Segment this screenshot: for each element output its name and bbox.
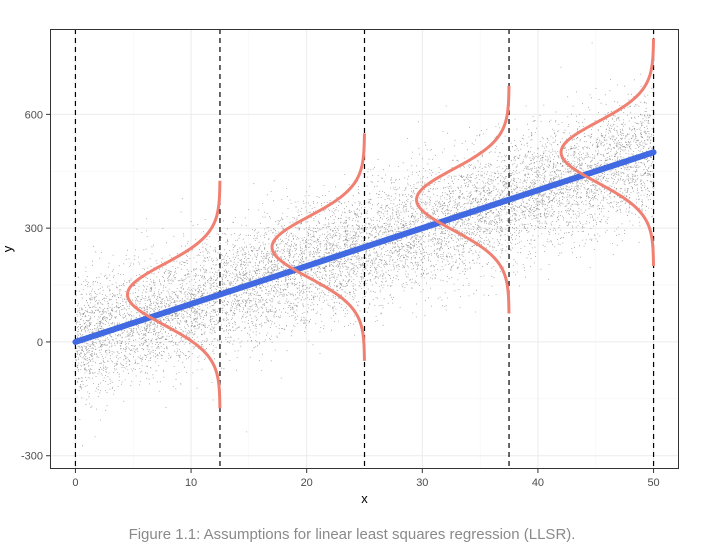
normal-curve — [415, 85, 511, 314]
x-tick-label: 40 — [532, 477, 544, 489]
regression-line — [72, 149, 657, 345]
y-axis-title: y — [0, 245, 15, 252]
chart-container: 0 10 20 30 40 50 -300 0 300 600 x y — [0, 0, 704, 525]
x-tick-label: 0 — [72, 477, 78, 489]
normal-curve — [270, 133, 366, 361]
x-tick-label: 20 — [301, 477, 313, 489]
figure-caption: Figure 1.1: Assumptions for linear least… — [128, 526, 576, 543]
y-tick-label: -300 — [21, 451, 43, 463]
normal-curves — [125, 38, 655, 409]
y-tick-label: 600 — [25, 109, 43, 121]
x-tick-label: 30 — [416, 477, 428, 489]
regression-line-group — [72, 149, 657, 345]
axis-ticks: 0 10 20 30 40 50 -300 0 300 600 — [21, 109, 660, 489]
panel-border — [50, 29, 679, 469]
normal-curve — [559, 38, 655, 267]
x-tick-label: 50 — [647, 477, 659, 489]
x-axis-title: x — [361, 491, 368, 506]
plot-background — [0, 0, 704, 525]
y-tick-label: 0 — [37, 337, 43, 349]
y-tick-label: 300 — [25, 223, 43, 235]
llsr-scatter-chart: 0 10 20 30 40 50 -300 0 300 600 x y — [0, 0, 704, 525]
x-tick-label: 10 — [185, 477, 197, 489]
normal-curve — [125, 180, 222, 409]
